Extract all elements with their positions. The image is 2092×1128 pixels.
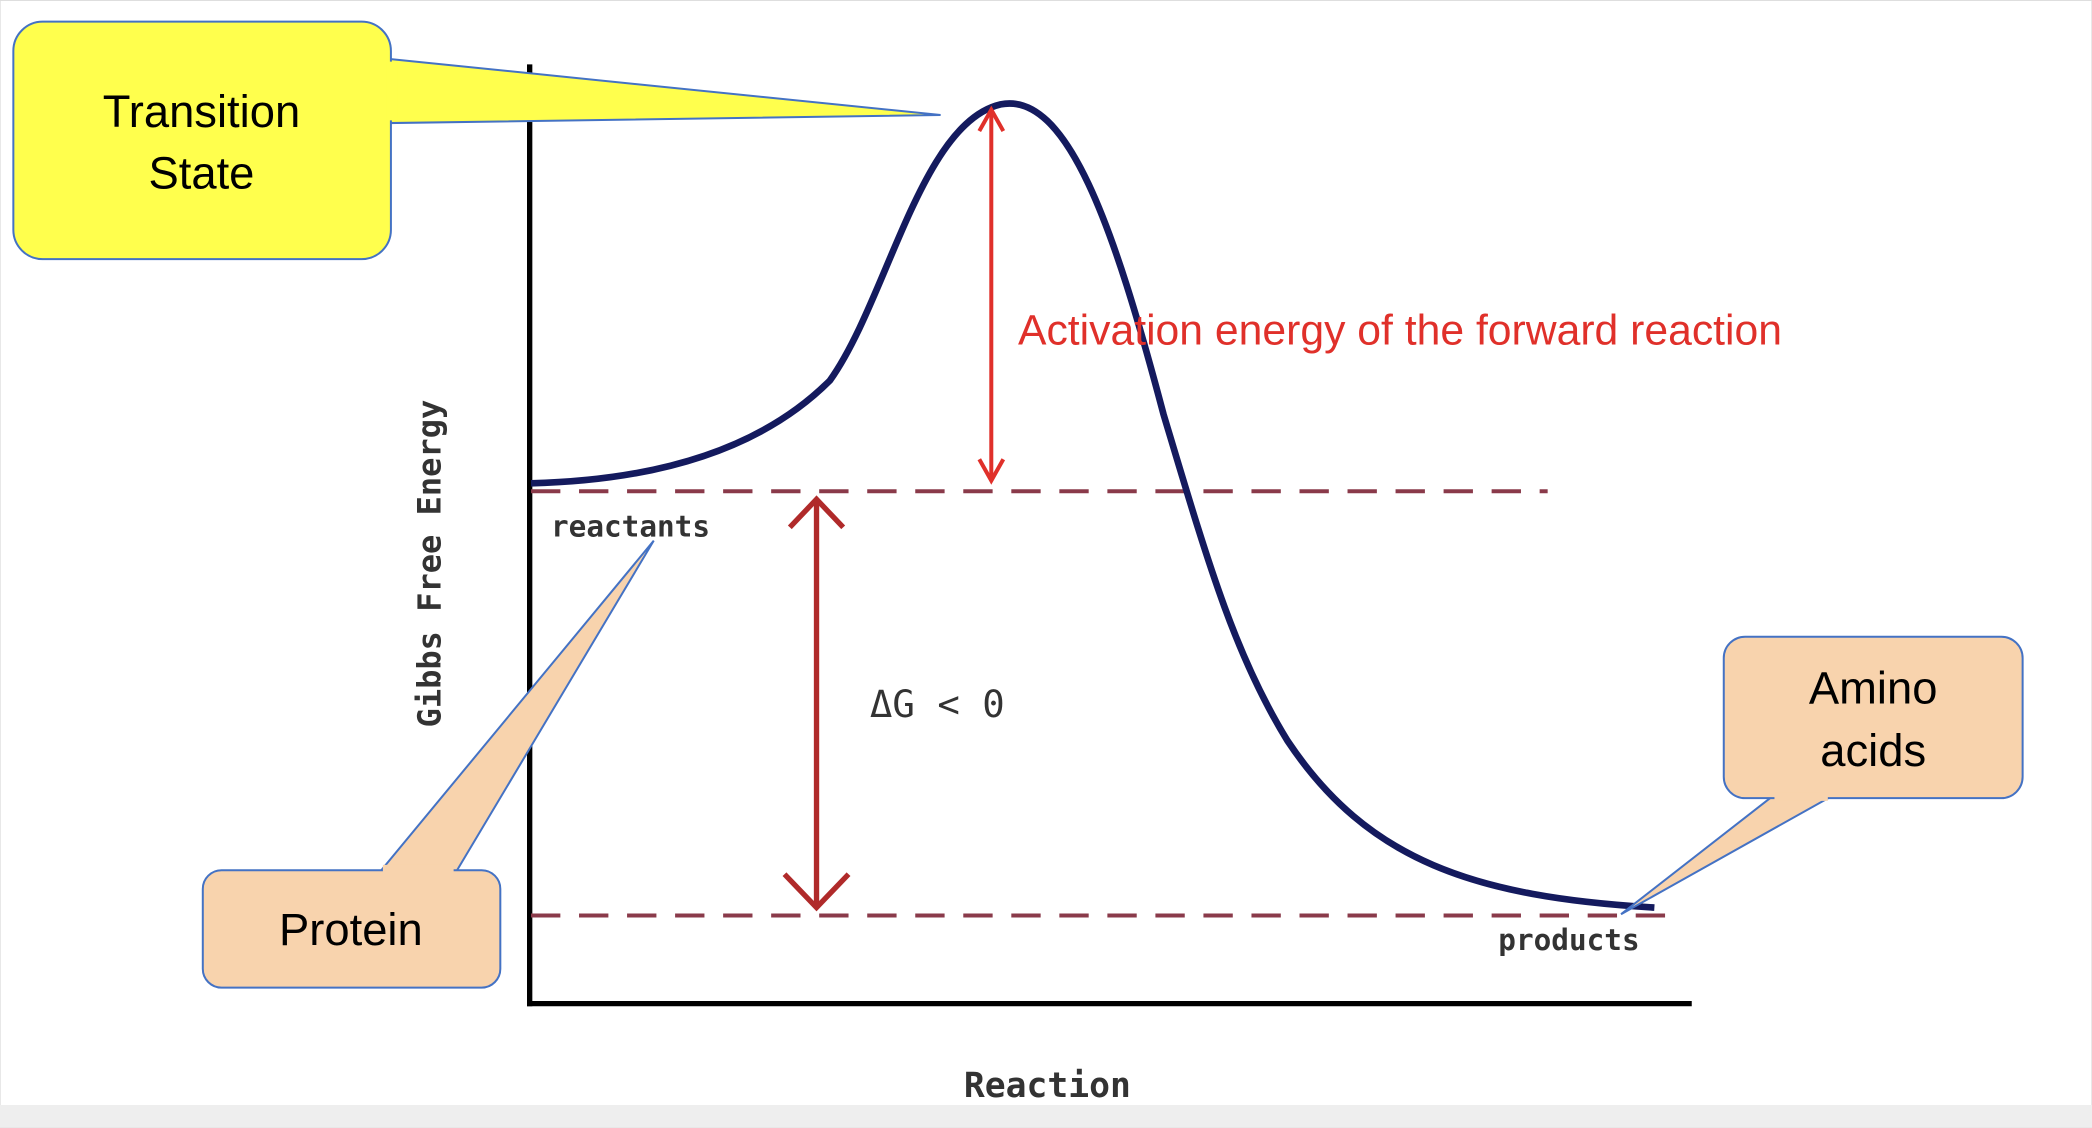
seam [382,864,454,876]
arrow-head [977,105,1006,133]
delta-g-label: ΔG < 0 [870,682,1005,726]
activation-label: Activation energy of the forward reactio… [1018,307,1782,355]
callout-text: Amino [1809,662,1938,713]
seam [386,61,398,121]
arrow-head [782,872,851,912]
products-label: products [1498,923,1639,957]
x-axis-label: Reaction [964,1066,1131,1106]
callout-text: Transition [103,86,300,137]
seam [1774,792,1828,801]
reactants-label: reactants [551,510,710,544]
callout-box [1722,635,2024,800]
callout-box [12,20,392,261]
callout-text: State [149,147,255,198]
callout-text: acids [1820,725,1926,776]
bottom-strip [0,1105,2092,1128]
y-axis-label: Gibbs Free Energy [410,400,448,728]
energy-curve [530,100,1655,911]
callout-text: Protein [279,904,423,955]
callout-box [201,869,502,989]
arrow-head [787,495,846,530]
arrow-head [977,458,1006,485]
